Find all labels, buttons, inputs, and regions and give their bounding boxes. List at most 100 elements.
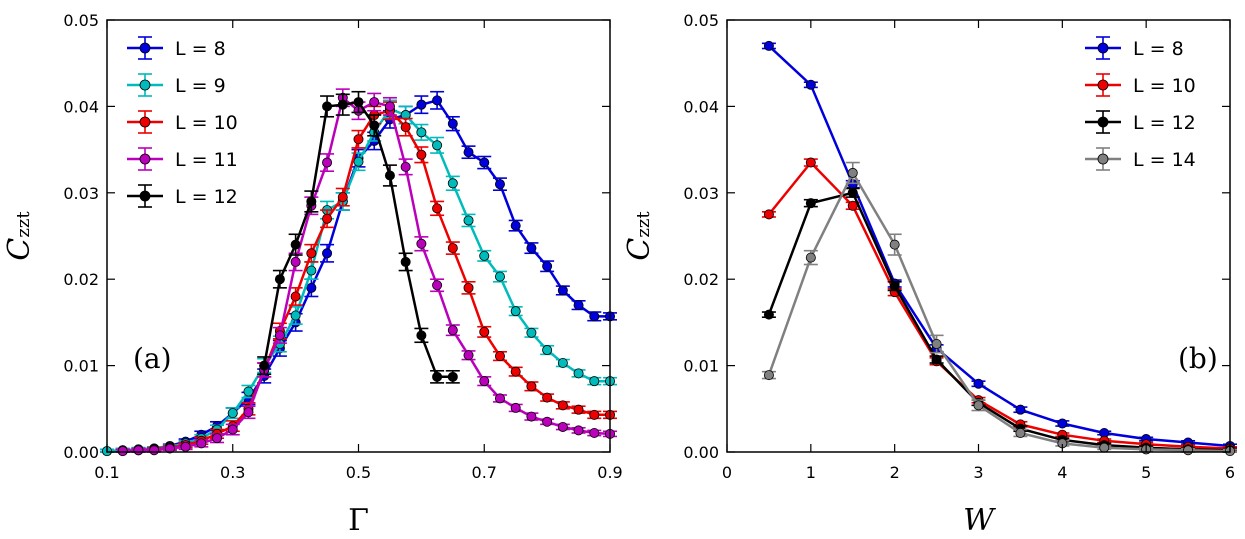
panel-a-data-point (526, 381, 537, 392)
panel-a-data-point (463, 147, 474, 158)
panel-a-series-3 (115, 88, 617, 457)
panel-a-data-point (557, 421, 568, 432)
panel-a-data-point (479, 250, 490, 261)
panel-b-x-tick-label: 4 (1057, 463, 1067, 482)
panel-a-x-tick-label: 0.1 (94, 463, 119, 482)
panel-a-data-point (542, 392, 553, 403)
panel-a-data-point (463, 215, 474, 226)
panel-a-y-tick-label: 0.03 (63, 184, 99, 203)
panel-a-data-point (384, 101, 395, 112)
panel-b-data-point (763, 209, 774, 220)
panel-b-data-point (847, 187, 858, 198)
panel-a-x-tick-label: 0.7 (472, 463, 497, 482)
panel-a-data-point (322, 157, 333, 168)
panel-a-x-axis-title: Γ (348, 503, 369, 538)
panel-a-data-point (432, 95, 443, 106)
panel-a-data-point (416, 238, 427, 249)
panel-a-x-tick-label: 0.9 (597, 463, 622, 482)
panel-a-legend-label: L = 9 (175, 75, 226, 97)
panel-a-data-point (227, 408, 238, 419)
panel-b-series-1 (761, 157, 1237, 454)
panel-a-data-point (510, 402, 521, 413)
panel-b-x-axis-title: W (963, 503, 996, 538)
panel-a: 0.1 0.3 0.5 0.7 0.90.000.010.020.030.040.05 … (2, 11, 623, 538)
panel-a-data-point (447, 371, 458, 382)
panel-a-data-point (510, 366, 521, 377)
panel-a-data-point (589, 409, 600, 420)
panel-b-legend-item: L = 8 (1085, 36, 1184, 60)
panel-b-y-tick-label: 0.04 (683, 97, 719, 116)
panel-b-series-line (767, 160, 1231, 450)
panel-a-data-point (306, 265, 317, 276)
panel-a-data-point (494, 271, 505, 282)
panel-a-data-point (557, 400, 568, 411)
panel-a-y-tick-label: 0.05 (63, 11, 99, 30)
panel-a-data-point (589, 376, 600, 387)
panel-a-data-point (510, 220, 521, 231)
panel-b-data-point (973, 400, 984, 411)
panel-a-data-point (369, 97, 380, 108)
panel-a-data-point (353, 97, 364, 108)
panel-a-data-point (432, 280, 443, 291)
panel-b-legend-label: L = 8 (1133, 38, 1184, 60)
panel-b-data-point (763, 370, 774, 381)
panel-b-x-tick-label: 2 (890, 463, 900, 482)
panel-a-data-point (243, 386, 254, 397)
panel-a-data-point (494, 351, 505, 362)
panel-a-data-point (180, 441, 191, 452)
panel-a-y-tick-label: 0.00 (63, 443, 99, 462)
panel-a-data-point (243, 407, 254, 418)
panel-a-data-point (212, 433, 223, 444)
panel-a-data-point (447, 243, 458, 254)
panel-a-legend-marker (139, 116, 151, 128)
panel-a-data-point (196, 438, 207, 449)
panel-a-data-point (369, 120, 380, 131)
panel-a-data-point (306, 196, 317, 207)
panel-a-data-point (306, 248, 317, 259)
panel-a-legend-item: L = 9 (127, 73, 226, 97)
panel-a-legend-marker (139, 42, 151, 54)
panel-a-data-point (542, 345, 553, 356)
panel-b-x-tick-label: 0 (722, 463, 732, 482)
panel-b-legend-item: L = 10 (1085, 73, 1196, 97)
panel-b-data-point (1057, 418, 1068, 429)
panel-a-data-point (353, 134, 364, 145)
panel-a-data-point (322, 101, 333, 112)
panel-b-series-line (767, 191, 1231, 452)
panel-a-data-point (133, 445, 144, 456)
panel-a-data-point (259, 360, 270, 371)
panel-b-data-point (1015, 427, 1026, 438)
panel-a-data-point (400, 256, 411, 267)
panel-a-data-point (542, 416, 553, 427)
panel-a-data-point (227, 424, 238, 435)
panel-a-legend-item: L = 11 (127, 147, 238, 171)
panel-b-data-point (1015, 404, 1026, 415)
panel-b-data-point (805, 79, 816, 90)
panel-a-data-point (479, 326, 490, 337)
panel-b-data-point (1183, 445, 1194, 456)
panel-b-y-axis-title-sub: zzt (633, 211, 654, 238)
panel-b-series-2 (761, 187, 1237, 456)
panel-a-data-point (337, 99, 348, 110)
panel-a-data-point (494, 179, 505, 190)
panel-a-data-point (557, 285, 568, 296)
panel-b-data-point (931, 338, 942, 349)
panel-b-marks (761, 40, 1237, 457)
panel-a-data-point (463, 350, 474, 361)
panel-a-legend-marker (139, 79, 151, 91)
panel-a-data-point (542, 261, 553, 272)
panel-a-legend-item: L = 8 (127, 36, 226, 60)
panel-a-data-point (557, 358, 568, 369)
panel-a-marks (100, 88, 617, 457)
panel-a-data-point (526, 243, 537, 254)
panel-a-data-point (416, 330, 427, 341)
panel-a-data-point (322, 213, 333, 224)
panel-a-x-tick-label: 0.3 (220, 463, 245, 482)
panel-b: 0 1 2 3 4 5 6 0.00 0.01 0.02 0.03 0.04 0.05 W Czzt (… (622, 11, 1237, 538)
panel-b-legend-marker (1097, 153, 1109, 165)
panel-b-legend-item: L = 12 (1085, 110, 1196, 134)
panel-a-y-tick-label: 0.02 (63, 270, 99, 289)
panel-a-labels: Γ Czzt (a) (2, 211, 369, 538)
panel-a-data-point (149, 445, 160, 456)
